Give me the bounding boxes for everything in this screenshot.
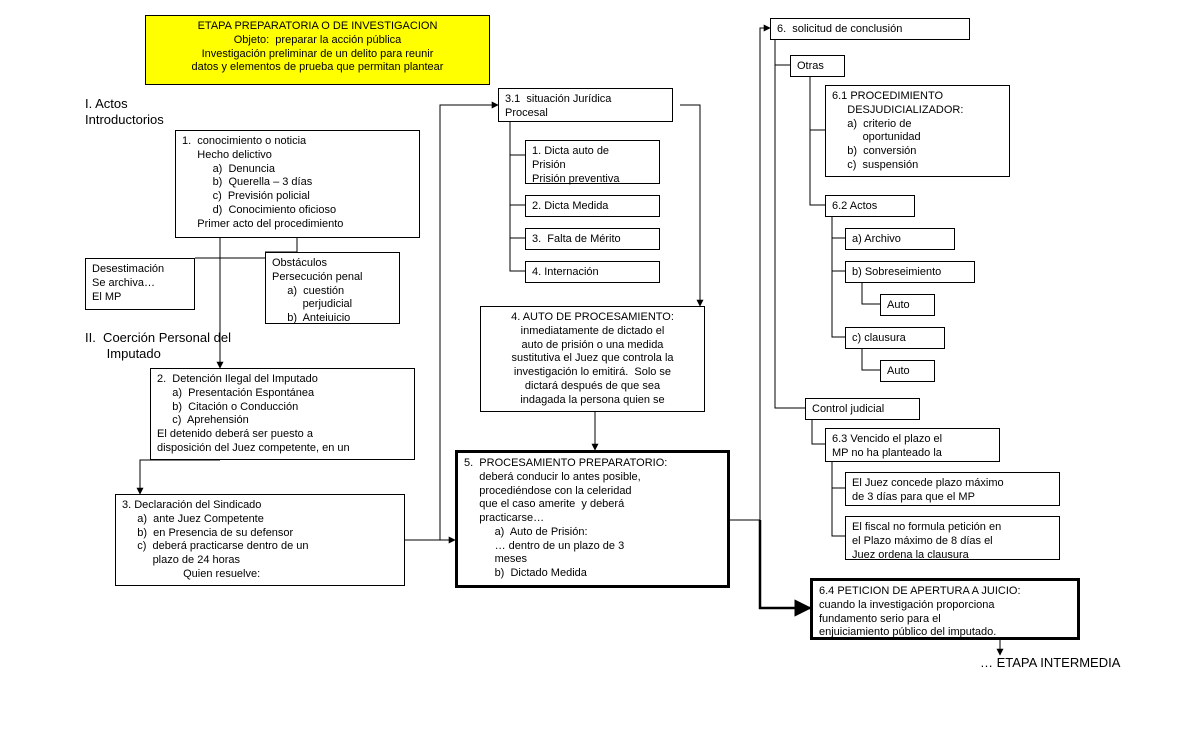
box-b31a: 1. Dicta auto de Prisión Prisión prevent… — [525, 140, 660, 184]
connector-7 — [510, 155, 525, 205]
connector-8 — [510, 205, 525, 238]
connector-18 — [862, 283, 880, 304]
box-b31d: 4. Internación — [525, 261, 660, 283]
box-b63b: El fiscal no formula petición en el Plaz… — [845, 516, 1060, 560]
box-b63: 6.3 Vencido el plazo el MP no ha plantea… — [825, 428, 1000, 462]
connector-19 — [832, 271, 845, 337]
connector-15 — [810, 130, 825, 205]
connector-1 — [265, 238, 297, 252]
connector-14 — [810, 77, 825, 130]
connector-3 — [140, 460, 220, 494]
box-desest: Desestimación Se archiva… El MP — [85, 258, 195, 310]
box-b62c_auto: Auto — [880, 360, 935, 382]
connector-20 — [862, 349, 880, 370]
box-b62a: a) Archivo — [845, 228, 955, 250]
connector-13 — [775, 40, 790, 65]
connector-6 — [510, 122, 525, 155]
box-b6: 6. solicitud de conclusión — [770, 18, 970, 40]
box-obst: Obstáculos Persecución penal a) cuestión… — [265, 252, 400, 324]
connector-17 — [832, 238, 845, 271]
connector-25 — [760, 520, 810, 608]
box-b64: 6.4 PETICION DE APERTURA A JUICIO: cuand… — [810, 578, 1080, 640]
box-otras: Otras — [790, 55, 845, 77]
box-b62: 6.2 Actos — [825, 195, 915, 217]
box-b63a: El Juez concede plazo máximo de 3 días p… — [845, 472, 1060, 506]
box-control: Control judicial — [805, 398, 920, 420]
box-b31b: 2. Dicta Medida — [525, 195, 660, 217]
box-b2: 2. Detención Ilegal del Imputado a) Pres… — [150, 368, 415, 460]
connector-22 — [812, 420, 825, 444]
connector-10 — [680, 105, 700, 306]
box-b62c: c) clausura — [845, 327, 945, 349]
box-b31: 3.1 situación Jurídica Procesal — [498, 88, 673, 122]
box-b62b_auto: Auto — [880, 294, 935, 316]
box-b3: 3. Declaración del Sindicado a) ante Jue… — [115, 494, 405, 586]
connector-16 — [832, 217, 845, 238]
label-actos: I. Actos Introductorios — [85, 96, 164, 127]
connector-9 — [510, 238, 525, 271]
box-b4: 4. AUTO DE PROCESAMIENTO: inmediatamente… — [480, 306, 705, 412]
connector-12 — [730, 28, 770, 520]
box-b1: 1. conocimiento o noticia Hecho delictiv… — [175, 130, 420, 238]
connector-21 — [775, 65, 805, 408]
box-b5: 5. PROCESAMIENTO PREPARATORIO: deberá co… — [455, 450, 730, 588]
connector-24 — [832, 488, 845, 536]
box-header: ETAPA PREPARATORIA O DE INVESTIGACION Ob… — [145, 15, 490, 85]
box-b62b: b) Sobreseimiento — [845, 261, 975, 283]
connector-23 — [832, 462, 845, 488]
box-b31c: 3. Falta de Mérito — [525, 228, 660, 250]
box-b61: 6.1 PROCEDIMIENTO DESJUDICIALIZADOR: a) … — [825, 85, 1010, 177]
label-coercion: II. Coerción Personal del Imputado — [85, 330, 231, 361]
label-etapa-intermedia: … ETAPA INTERMEDIA — [980, 655, 1120, 671]
